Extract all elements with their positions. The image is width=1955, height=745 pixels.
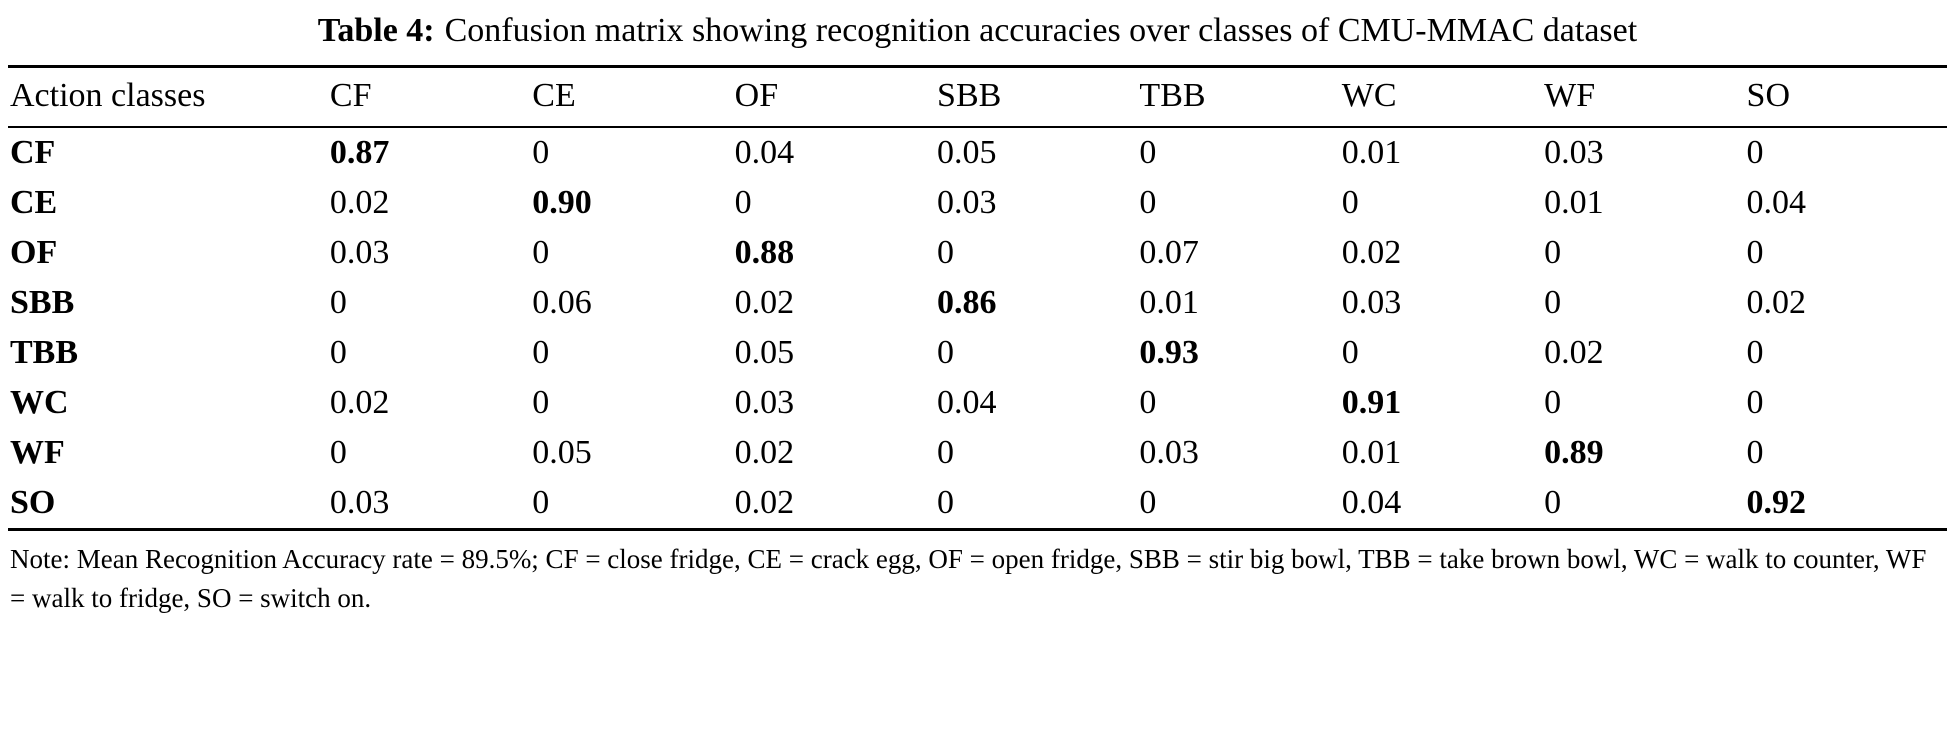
matrix-cell: 0.02 — [329, 183, 390, 221]
row-label: TBB — [10, 333, 79, 371]
table-row-ce: CE 0.02 0.90 0 0.03 0 0 0.01 0.04 — [8, 178, 1947, 228]
table-caption: Table 4: Confusion matrix showing recogni… — [8, 4, 1947, 65]
matrix-cell: 0 — [937, 433, 955, 471]
matrix-cell: 0.01 — [1544, 183, 1604, 221]
table-row-cf: CF 0.87 0 0.04 0.05 0 0.01 0.03 0 — [8, 127, 1947, 178]
column-header-action-classes: Action classes — [8, 66, 328, 128]
matrix-cell: 0.02 — [734, 483, 795, 521]
matrix-cell: 0.01 — [1341, 433, 1402, 471]
column-header-so: SO — [1744, 66, 1947, 128]
row-label: OF — [10, 233, 58, 271]
matrix-cell: 0.01 — [1341, 133, 1402, 171]
row-label: CE — [10, 183, 58, 221]
matrix-cell: 0 — [1746, 133, 1764, 171]
matrix-cell: 0 — [937, 483, 955, 521]
matrix-cell: 0.90 — [532, 183, 592, 221]
matrix-cell: 0 — [329, 333, 347, 371]
table-caption-label: Table 4: — [317, 12, 435, 49]
matrix-cell: 0 — [1746, 333, 1764, 371]
table-row-of: OF 0.03 0 0.88 0 0.07 0.02 0 0 — [8, 228, 1947, 278]
matrix-cell: 0.93 — [1139, 333, 1199, 371]
matrix-cell: 0.07 — [1139, 233, 1199, 271]
matrix-cell: 0 — [1139, 483, 1157, 521]
matrix-cell: 0.04 — [734, 133, 795, 171]
matrix-cell: 0.02 — [329, 383, 390, 421]
matrix-cell: 0.04 — [937, 383, 997, 421]
matrix-cell: 0.89 — [1544, 433, 1604, 471]
matrix-cell: 0.05 — [532, 433, 592, 471]
matrix-cell: 0 — [329, 433, 347, 471]
matrix-cell: 0.03 — [1139, 433, 1199, 471]
table-caption-text: Confusion matrix showing recognition acc… — [444, 12, 1638, 49]
table-row-wf: WF 0 0.05 0.02 0 0.03 0.01 0.89 0 — [8, 428, 1947, 478]
matrix-cell: 0.88 — [734, 233, 795, 271]
matrix-cell: 0 — [1746, 383, 1764, 421]
matrix-cell: 0 — [532, 133, 550, 171]
matrix-cell: 0 — [1544, 233, 1562, 271]
matrix-cell: 0.05 — [734, 333, 795, 371]
matrix-cell: 0 — [1746, 433, 1764, 471]
matrix-cell: 0 — [1341, 183, 1359, 221]
matrix-cell: 0.02 — [734, 433, 795, 471]
matrix-cell: 0 — [734, 183, 752, 221]
matrix-cell: 0 — [1139, 183, 1157, 221]
matrix-cell: 0 — [532, 333, 550, 371]
matrix-cell: 0.03 — [937, 183, 997, 221]
matrix-cell: 0.91 — [1341, 383, 1402, 421]
matrix-cell: 0 — [1341, 333, 1359, 371]
matrix-cell: 0.03 — [329, 483, 390, 521]
table-body: CF 0.87 0 0.04 0.05 0 0.01 0.03 0 CE 0.02 0.90 0 0.03… — [8, 127, 1947, 530]
matrix-cell: 0.02 — [1341, 233, 1402, 271]
matrix-cell: 0 — [937, 233, 955, 271]
matrix-cell: 0 — [1544, 283, 1562, 321]
column-header-wf: WF — [1542, 66, 1745, 128]
matrix-cell: 0.03 — [1341, 283, 1402, 321]
matrix-cell: 0.02 — [1746, 283, 1807, 321]
matrix-cell: 0 — [1544, 383, 1562, 421]
matrix-cell: 0.86 — [937, 283, 997, 321]
matrix-cell: 0.01 — [1139, 283, 1199, 321]
row-label: CF — [10, 133, 56, 171]
column-header-tbb: TBB — [1137, 66, 1340, 128]
matrix-cell: 0 — [532, 383, 550, 421]
column-header-wc: WC — [1339, 66, 1543, 128]
matrix-cell: 0.03 — [329, 233, 390, 271]
matrix-cell: 0 — [1139, 133, 1157, 171]
matrix-cell: 0.92 — [1746, 483, 1807, 521]
confusion-matrix-table: Action classes CF CE OF SBB TBB WC WF SO CF 0.87 0… — [8, 64, 1947, 531]
matrix-cell: 0.05 — [937, 133, 997, 171]
matrix-cell: 0.04 — [1746, 183, 1807, 221]
table-row-wc: WC 0.02 0 0.03 0.04 0 0.91 0 0 — [8, 378, 1947, 428]
matrix-cell: 0.02 — [734, 283, 795, 321]
matrix-cell: 0.04 — [1341, 483, 1402, 521]
column-header-ce: CE — [530, 66, 733, 128]
table-row-so: SO 0.03 0 0.02 0 0 0.04 0 0.92 — [8, 478, 1947, 530]
paper-table-figure: Table 4: Confusion matrix showing recogni… — [8, 4, 1947, 613]
table-note: Note: Mean Recognition Accuracy rate = 8… — [10, 543, 1927, 613]
matrix-cell: 0 — [329, 283, 347, 321]
matrix-cell: 0.03 — [734, 383, 795, 421]
column-header-cf: CF — [327, 66, 531, 128]
matrix-cell: 0 — [1746, 233, 1764, 271]
matrix-cell: 0 — [1544, 483, 1562, 521]
row-label: WC — [10, 383, 69, 421]
row-label: SO — [10, 483, 56, 521]
column-header-of: OF — [732, 66, 936, 128]
matrix-cell: 0 — [1139, 383, 1157, 421]
matrix-cell: 0.06 — [532, 283, 592, 321]
matrix-cell: 0 — [532, 233, 550, 271]
row-label: WF — [10, 433, 65, 471]
matrix-cell: 0 — [532, 483, 550, 521]
matrix-cell: 0.02 — [1544, 333, 1604, 371]
matrix-cell: 0.87 — [329, 133, 390, 171]
table-row-tbb: TBB 0 0 0.05 0 0.93 0 0.02 0 — [8, 328, 1947, 378]
table-row-sbb: SBB 0 0.06 0.02 0.86 0.01 0.03 0 0.02 — [8, 278, 1947, 328]
matrix-cell: 0 — [937, 333, 955, 371]
table-head: Action classes CF CE OF SBB TBB WC WF SO — [8, 66, 1947, 128]
column-header-sbb: SBB — [935, 66, 1138, 128]
matrix-cell: 0.03 — [1544, 133, 1604, 171]
row-label: SBB — [10, 283, 75, 321]
header-row: Action classes CF CE OF SBB TBB WC WF SO — [8, 66, 1947, 128]
